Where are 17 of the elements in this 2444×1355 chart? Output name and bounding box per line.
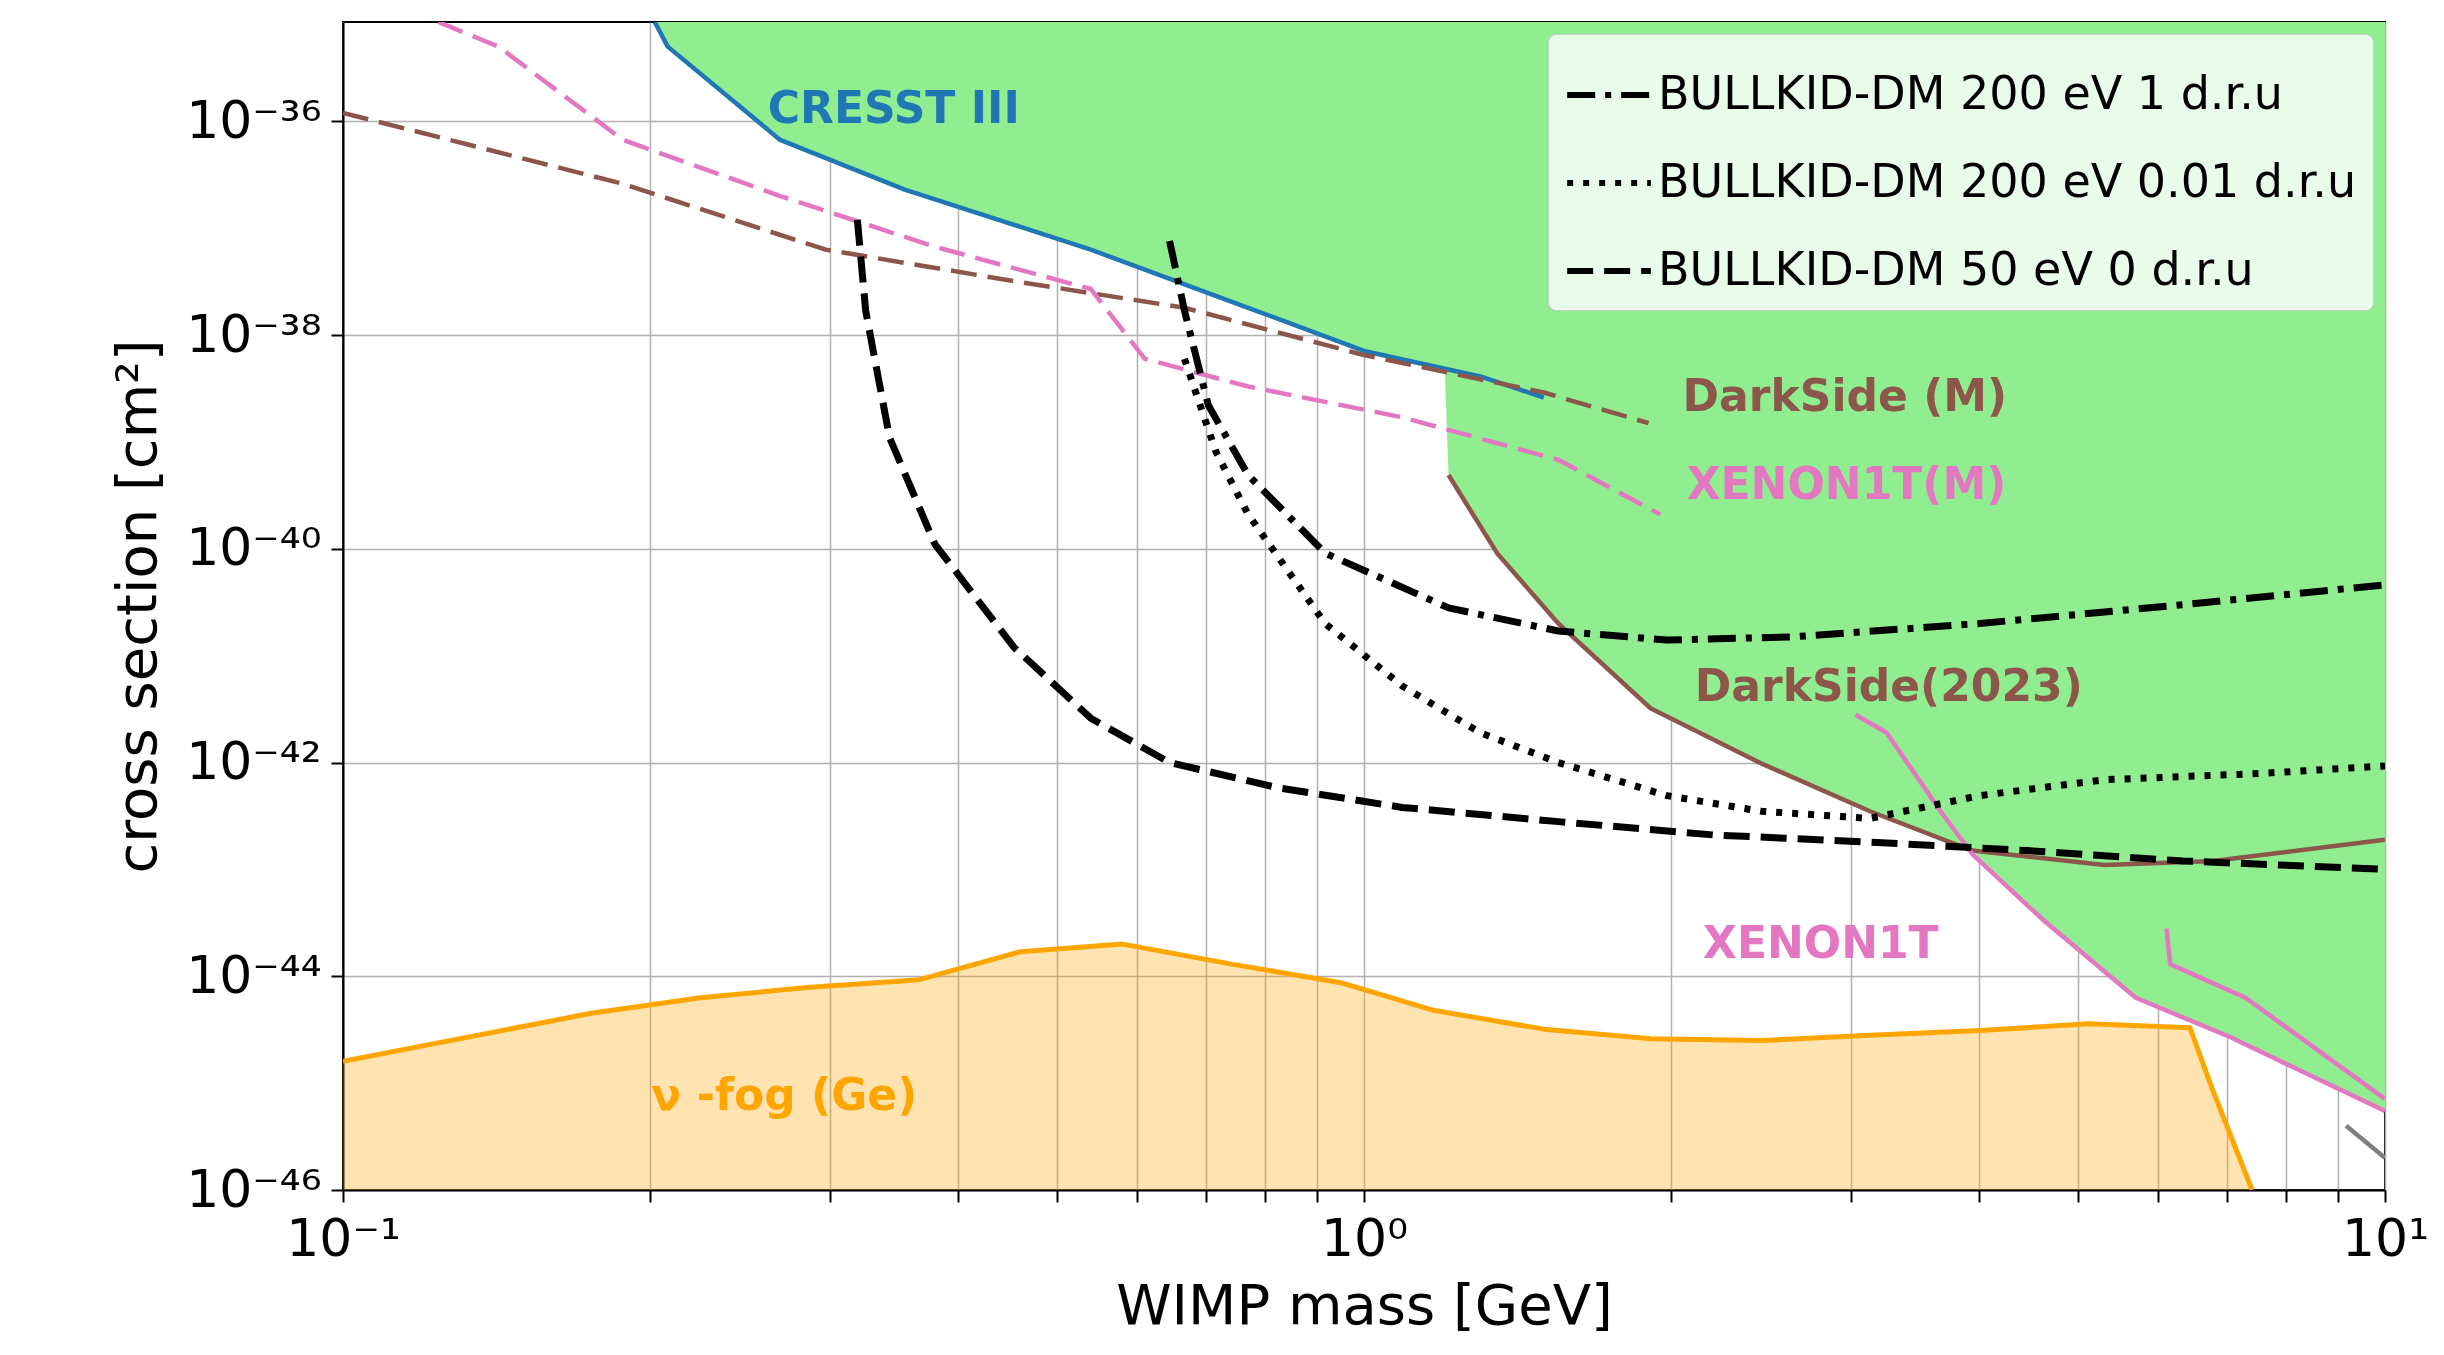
y-axis-title: cross section [cm²] [104,339,170,874]
legend-label: BULLKID-DM 200 eV 1 d.r.u [1658,66,2283,120]
annotation: CRESST III [767,81,1020,133]
y-tick-label: 10⁻³⁸ [186,303,322,364]
legend-label: BULLKID-DM 50 eV 0 d.r.u [1658,242,2254,296]
annotation: DarkSide(2023) [1694,659,2083,711]
y-tick-label: 10⁻⁴⁰ [186,517,322,578]
annotation: ν -fog (Ge) [651,1068,918,1120]
x-axis-title: WIMP mass [GeV] [1116,1271,1613,1337]
annotation: DarkSide (M) [1682,370,2008,422]
y-tick-label: 10⁻⁴⁴ [186,944,322,1005]
x-tick-label: 10¹ [2341,1207,2430,1268]
x-tick-label: 10⁰ [1320,1207,1409,1268]
y-tick-label: 10⁻⁴² [186,731,322,792]
y-tick-label: 10⁻³⁶ [186,89,322,150]
legend-label: BULLKID-DM 200 eV 0.01 d.r.u [1658,154,2357,208]
annotation: XENON1T(M) [1686,457,2007,509]
